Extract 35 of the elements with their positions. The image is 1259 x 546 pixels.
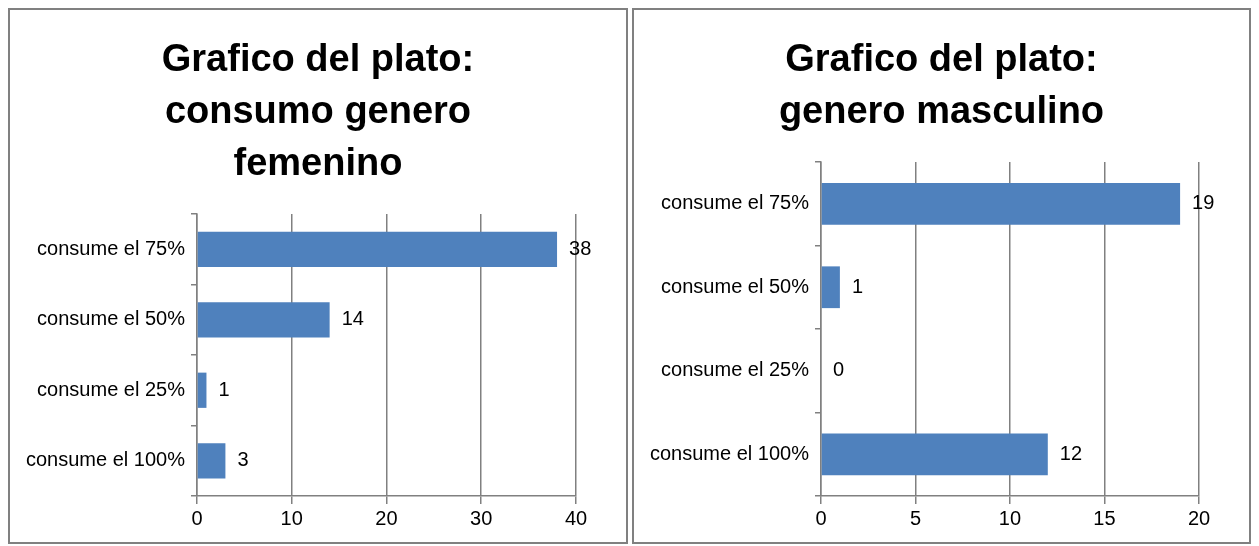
- bar: [197, 302, 330, 338]
- x-tick-label: 15: [1093, 506, 1116, 529]
- y-tick-label: consume el 25%: [661, 358, 810, 381]
- y-tick-label: consume el 75%: [37, 236, 186, 259]
- data-label: 14: [341, 307, 364, 330]
- chart-title: Grafico del plato: consumo genero femenino: [160, 36, 476, 185]
- x-tick-label: 0: [815, 506, 827, 529]
- y-tick-label: consume el 100%: [26, 448, 186, 471]
- bar: [821, 266, 840, 309]
- y-tick-label: consume el 25%: [37, 377, 186, 400]
- bar: [197, 372, 207, 408]
- y-tick-label: consume el 75%: [661, 191, 810, 214]
- x-tick-label: 5: [909, 506, 922, 529]
- data-label: 12: [1059, 441, 1083, 464]
- data-label: 1: [218, 377, 230, 400]
- data-label: 19: [1192, 191, 1215, 214]
- bar: [821, 433, 1048, 476]
- x-tick-label: 10: [280, 506, 303, 529]
- data-label: 1: [851, 274, 864, 297]
- bar: [197, 443, 226, 479]
- y-tick-label: consume el 100%: [650, 441, 810, 464]
- x-tick-label: 20: [1187, 506, 1211, 529]
- chart-title: Grafico del plato: genero masculino: [777, 36, 1106, 133]
- y-tick-label: consume el 50%: [37, 307, 186, 330]
- data-label: 38: [569, 236, 592, 259]
- x-tick-label: 40: [564, 506, 588, 529]
- bar: [821, 182, 1181, 225]
- x-tick-label: 30: [470, 506, 493, 529]
- x-tick-label: 0: [191, 506, 203, 529]
- y-tick-label: consume el 50%: [661, 274, 810, 297]
- data-label: 0: [832, 358, 845, 381]
- x-tick-label: 10: [998, 506, 1022, 529]
- x-tick-label: 20: [375, 506, 398, 529]
- data-label: 3: [237, 448, 249, 471]
- bar: [197, 231, 558, 267]
